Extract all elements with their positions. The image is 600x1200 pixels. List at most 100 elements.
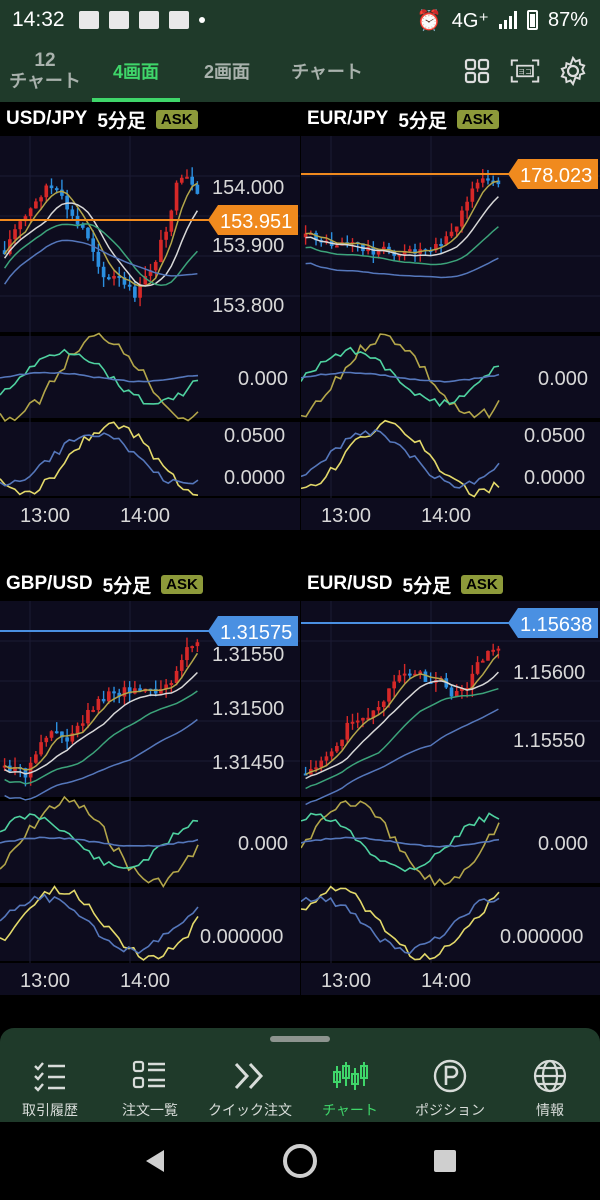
recents-icon[interactable] xyxy=(430,1146,460,1176)
grid-layout-icon[interactable] xyxy=(462,56,492,86)
chart-panel-eurusd[interactable]: EUR/USD 5分足 ASK 1.15600 1.15550 1.15638 0.0… xyxy=(301,567,600,995)
oscillator-2-tick: 0.0500 xyxy=(224,425,285,447)
candle-body xyxy=(335,245,339,248)
android-navigation-bar xyxy=(0,1122,600,1200)
pair-name: EUR/JPY xyxy=(307,108,389,129)
timeframe: 5分足 xyxy=(97,110,146,132)
candle-body xyxy=(54,188,59,191)
nav-info[interactable]: 情報 xyxy=(500,1056,600,1120)
candle-body xyxy=(465,687,469,690)
nav-chart[interactable]: チャート xyxy=(300,1056,400,1120)
tab-12-chart[interactable]: 12 チャート xyxy=(0,40,90,102)
panel-header: USD/JPY 5分足 ASK xyxy=(0,102,300,136)
chart-canvas-eurusd[interactable]: 1.15600 1.15550 1.15638 0.000 0.000000 13:00 1… xyxy=(301,601,600,995)
checklist-icon xyxy=(34,1062,65,1092)
weather-icon xyxy=(168,11,189,29)
oscillator-1-tick: 0.000 xyxy=(238,368,288,390)
candle-body xyxy=(350,721,355,724)
candle-body xyxy=(434,244,438,251)
ma-mid-line xyxy=(305,196,499,257)
tab-2-screen[interactable]: 2画面 xyxy=(182,40,272,102)
nav-label: 注文一覧 xyxy=(122,1102,178,1118)
ask-badge: ASK xyxy=(456,109,499,129)
candle-body xyxy=(381,246,386,250)
price-tick-label: 153.900 xyxy=(212,235,284,257)
oscillator-1-main-line xyxy=(301,812,500,873)
candle-body xyxy=(335,745,339,752)
time-axis-area xyxy=(301,963,600,995)
chart-canvas-gbpusd[interactable]: 1.31550 1.31500 1.31450 1.31575 0.000 0.00000… xyxy=(0,601,300,995)
oscillator-2-main-line xyxy=(301,419,500,498)
ma-mid-line xyxy=(305,671,499,780)
settings-gear-icon[interactable] xyxy=(558,56,588,86)
candle-body xyxy=(2,765,7,768)
candle-body xyxy=(39,742,43,755)
candle-body xyxy=(138,688,142,692)
candle-body xyxy=(44,737,49,743)
candle-body xyxy=(70,209,75,216)
chart-panel-usdjpy[interactable]: USD/JPY 5分足 ASK 154.000 153.900 153.800 153… xyxy=(0,102,300,530)
candle-body xyxy=(475,182,480,189)
candle-body xyxy=(402,673,407,676)
tab-4-screen[interactable]: 4画面 xyxy=(90,40,182,102)
candle-body xyxy=(153,688,158,694)
chart-canvas-usdjpy[interactable]: 154.000 153.900 153.800 153.951 0.000 0.0500 0… xyxy=(0,136,300,530)
candle-body xyxy=(18,221,23,230)
timeframe: 5分足 xyxy=(398,110,447,132)
current-price-tag xyxy=(208,616,298,646)
ma-longest-line xyxy=(305,708,499,806)
oscillator-2-signal-line xyxy=(301,895,500,955)
nav-quick-order[interactable]: クイック注文 xyxy=(200,1056,300,1120)
oscillator-1-base-line xyxy=(0,836,199,847)
candle-body xyxy=(402,250,407,255)
fullscreen-icon[interactable]: ヨコ xyxy=(510,56,540,86)
app-icon xyxy=(138,11,159,29)
candle-body xyxy=(480,178,485,183)
tab-single-chart[interactable]: チャート xyxy=(272,40,382,102)
candle-body xyxy=(465,201,469,211)
candle-body xyxy=(179,660,184,671)
panel-header: EUR/USD 5分足 ASK xyxy=(301,567,600,601)
tab-4-label: 4画面 xyxy=(112,62,159,82)
candle-body xyxy=(496,648,501,651)
candle-body xyxy=(34,754,38,763)
candle-body xyxy=(39,197,43,202)
candle-body xyxy=(454,226,459,232)
svg-text:ヨコ: ヨコ xyxy=(518,68,532,76)
oscillator-1-tick: 0.000 xyxy=(238,833,288,855)
oscillator-1-signal-line xyxy=(0,332,199,423)
chart-panel-gbpusd[interactable]: GBP/USD 5分足 ASK 1.31550 1.31500 1.31450 1.3… xyxy=(0,567,300,995)
candle-body xyxy=(454,691,459,697)
candle-body xyxy=(413,673,417,676)
oscillator-1-area xyxy=(301,801,600,883)
oscillator-2-tick: 0.0500 xyxy=(524,425,585,447)
back-icon[interactable] xyxy=(140,1146,170,1176)
oscillator-1-main-line xyxy=(301,346,500,408)
chart-panel-eurjpy[interactable]: EUR/JPY 5分足 ASK 178.023 0.000 0.0500 0.0000… xyxy=(301,102,600,530)
oscillator-2-main-line xyxy=(0,421,199,496)
candle-body xyxy=(486,650,490,661)
candle-body xyxy=(303,233,308,238)
candle-body xyxy=(164,684,168,690)
home-icon[interactable] xyxy=(280,1141,320,1181)
candle-body xyxy=(106,277,111,280)
oscillator-2-main-line xyxy=(301,885,500,961)
candle-body xyxy=(407,673,412,676)
status-bar: 14:32 ⏰ 4G⁺ 87% xyxy=(0,0,600,40)
nav-position[interactable]: ポジション xyxy=(400,1056,500,1120)
ma-longest-line xyxy=(4,718,198,801)
nav-order-list[interactable]: 注文一覧 xyxy=(100,1056,200,1120)
oscillator-1-signal-line xyxy=(301,333,500,420)
oscillator-2-tick: 0.0000 xyxy=(224,467,285,489)
candle-body xyxy=(449,687,454,697)
candle-body xyxy=(480,660,485,663)
candle-body xyxy=(138,284,142,298)
oscillator-1-base-line xyxy=(0,371,199,383)
drag-handle[interactable] xyxy=(270,1036,330,1042)
chart-canvas-eurjpy[interactable]: 178.023 0.000 0.0500 0.0000 13:00 14:00 xyxy=(301,136,600,530)
nav-trade-history[interactable]: 取引履歴 xyxy=(0,1056,100,1120)
candle-body xyxy=(96,251,101,267)
candle-body xyxy=(470,673,475,688)
price-tick-label: 154.000 xyxy=(212,177,284,199)
more-notifications-icon xyxy=(198,17,205,23)
